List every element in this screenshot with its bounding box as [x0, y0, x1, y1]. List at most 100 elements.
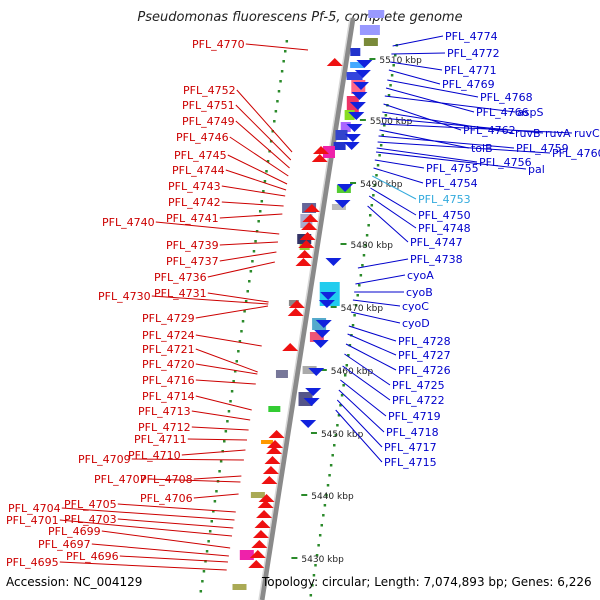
gene-label-left[interactable]: PFL_4746 — [176, 131, 229, 144]
left-label-connector — [221, 185, 286, 197]
gene-label-left[interactable]: PFL_4729 — [142, 312, 195, 325]
scale-dot — [208, 530, 212, 533]
gene-label-right[interactable]: PFL_4738 — [410, 253, 463, 266]
gene-label-right[interactable]: ruvB — [515, 127, 541, 140]
gene-label-right[interactable]: PFL_4762 — [463, 124, 516, 137]
gene-label-left[interactable]: PFL_4714 — [142, 390, 195, 403]
gene-label-right[interactable]: aspS — [517, 106, 543, 119]
right-label-connector — [387, 79, 479, 98]
gene-label-right[interactable]: PFL_4753 — [418, 193, 471, 206]
scale-dot — [375, 174, 378, 177]
left-label-connector — [193, 475, 242, 480]
gene-label-right[interactable]: cyoA — [407, 269, 434, 282]
scale-tick-mark — [359, 119, 366, 121]
scale-tick-mark — [310, 432, 317, 434]
gene-label-right[interactable]: PFL_4769 — [442, 78, 495, 91]
gene-label-left[interactable]: PFL_4740 — [102, 216, 155, 229]
gene-label-right[interactable]: PFL_4756 — [479, 156, 532, 169]
gene-label-left[interactable]: PFL_4741 — [166, 212, 219, 225]
scale-dot — [358, 284, 361, 287]
gene-label-left[interactable]: PFL_4745 — [174, 149, 227, 162]
scale-dot — [240, 330, 243, 333]
gene-label-left[interactable]: PFL_4701 — [6, 514, 59, 527]
right-label-connector — [357, 258, 409, 269]
gene-label-right[interactable]: cyoB — [406, 286, 433, 299]
gene-label-right[interactable]: PFL_4748 — [418, 222, 471, 235]
scale-labels: 5510 kbp 5500 kbp 5490 kbp 5480 kbp 5470 kbp… — [291, 56, 422, 565]
gene-label-left[interactable]: PFL_4699 — [48, 525, 101, 538]
gene-label-left[interactable]: PFL_4710 — [128, 449, 181, 462]
gene-label-left[interactable]: PFL_4744 — [172, 164, 225, 177]
gene-label-left[interactable]: PFL_4749 — [182, 115, 235, 128]
left-label-connector — [191, 410, 251, 421]
gene-label-left[interactable]: PFL_4709 — [78, 453, 131, 466]
gene-label-left[interactable]: PFL_4731 — [154, 287, 207, 300]
scale-dot — [311, 584, 314, 587]
gene-label-right[interactable]: PFL_4719 — [388, 410, 441, 423]
gene-label-right[interactable]: PFL_4754 — [425, 177, 478, 190]
right-label-connector — [384, 95, 516, 113]
gene-label-left[interactable]: PFL_4739 — [166, 239, 219, 252]
gene-label-right[interactable]: cyoD — [402, 317, 430, 330]
gene-label-right[interactable]: PFL_4766 — [476, 106, 529, 119]
gene-label-right[interactable]: PFL_4774 — [445, 30, 498, 43]
gene-label-right[interactable]: PFL_4755 — [426, 162, 479, 175]
gene-label-left[interactable]: PFL_4695 — [6, 556, 59, 569]
gene-label-left[interactable]: PFL_4724 — [142, 329, 195, 342]
gene-block — [363, 38, 378, 46]
gene-label-left[interactable]: PFL_4706 — [140, 492, 193, 505]
gene-label-left[interactable]: PFL_4721 — [142, 343, 195, 356]
gene-label-left[interactable]: PFL_4730 — [98, 290, 151, 303]
gene-label-left[interactable]: PFL_4705 — [64, 498, 117, 511]
gene-label-left[interactable]: PFL_4712 — [138, 421, 191, 434]
gene-label-left[interactable]: PFL_4720 — [142, 358, 195, 371]
gene-label-left[interactable]: PFL_4697 — [38, 538, 91, 551]
scale-tick-label: 5500 kbp — [370, 117, 413, 127]
gene-label-right[interactable]: PFL_4728 — [398, 335, 451, 348]
gene-label-left[interactable]: PFL_4742 — [168, 196, 221, 209]
gene-label-right[interactable]: PFL_4727 — [398, 349, 451, 362]
gene-label-right[interactable]: PFL_4768 — [480, 91, 533, 104]
gene-label-right[interactable]: PFL_4750 — [418, 209, 471, 222]
gene-label-left[interactable]: PFL_4770 — [192, 38, 245, 51]
gene-label-right[interactable]: PFL_4760 — [552, 147, 600, 160]
gene-label-right[interactable]: PFL_4747 — [410, 236, 463, 249]
gene-label-left[interactable]: PFL_4716 — [142, 374, 195, 387]
gene-label-right[interactable]: PFL_4772 — [447, 47, 500, 60]
gene-label-left[interactable]: PFL_4752 — [183, 84, 236, 97]
gene-arrow-reverse — [252, 530, 269, 538]
gene-label-right[interactable]: PFL_4759 — [516, 142, 569, 155]
gene-label-left[interactable]: PFL_4751 — [182, 99, 235, 112]
gene-label-left[interactable]: PFL_4707 — [94, 473, 147, 486]
gene-label-right[interactable]: ruvC — [574, 127, 600, 140]
gene-label-right[interactable]: PFL_4725 — [392, 379, 445, 392]
gene-label-left[interactable]: PFL_4713 — [138, 405, 191, 418]
gene-block — [340, 122, 351, 132]
gene-label-left[interactable]: PFL_4737 — [166, 255, 219, 268]
gene-label-right[interactable]: ruvA — [545, 127, 571, 140]
scale-dot — [227, 410, 231, 413]
scale-dot — [336, 424, 339, 427]
left-label-connector — [187, 438, 248, 441]
left-label-connector — [59, 519, 233, 537]
gene-label-right[interactable]: tolB — [471, 142, 493, 155]
gene-label-right[interactable]: PFL_4726 — [398, 364, 451, 377]
left-label-connector — [191, 426, 249, 431]
gene-label-left[interactable]: PFL_4704 — [8, 502, 61, 515]
gene-label-right[interactable]: PFL_4717 — [384, 441, 437, 454]
gene-label-left[interactable]: PFL_4703 — [64, 513, 117, 526]
gene-label-left[interactable]: PFL_4743 — [168, 180, 221, 193]
gene-label-right[interactable]: PFL_4771 — [444, 64, 497, 77]
gene-label-left[interactable]: PFL_4708 — [140, 473, 193, 486]
gene-label-right[interactable]: PFL_4715 — [384, 456, 437, 469]
gene-arrow-reverse — [287, 308, 304, 316]
gene-label-left[interactable]: PFL_4711 — [134, 433, 187, 446]
gene-label-left[interactable]: PFL_4696 — [66, 550, 119, 563]
gene-label-right[interactable]: PFL_4718 — [386, 426, 439, 439]
gene-label-left[interactable]: PFL_4736 — [154, 271, 207, 284]
gene-label-right[interactable]: PFL_4722 — [392, 394, 445, 407]
gene-label-right[interactable]: pal — [528, 163, 545, 176]
gene-label-right[interactable]: cyoC — [402, 300, 429, 313]
scale-tick-mark — [330, 306, 337, 308]
